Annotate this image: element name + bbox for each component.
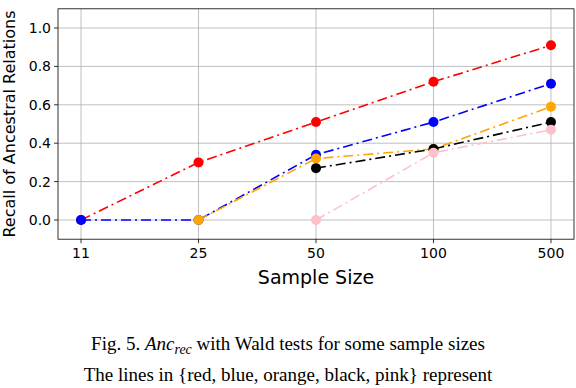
series-marker bbox=[428, 148, 438, 158]
y-tick-label: 0.0 bbox=[29, 212, 51, 228]
series-marker bbox=[194, 215, 204, 225]
series-marker bbox=[546, 102, 556, 112]
caption-text: with Wald tests for some sample sizes bbox=[192, 333, 485, 354]
series-marker bbox=[311, 163, 321, 173]
x-grid-line bbox=[198, 9, 199, 239]
y-tick bbox=[54, 28, 58, 29]
x-grid-line bbox=[81, 9, 82, 239]
series-line bbox=[199, 107, 551, 220]
x-tick bbox=[550, 239, 551, 243]
series-marker bbox=[76, 215, 86, 225]
plot-frame bbox=[58, 9, 574, 239]
y-grid-line bbox=[58, 143, 574, 144]
series-marker bbox=[76, 215, 86, 225]
y-tick bbox=[54, 220, 58, 221]
series-marker bbox=[546, 79, 556, 89]
series-marker bbox=[194, 157, 204, 167]
x-tick-label: 500 bbox=[538, 245, 565, 261]
caption-label: Fig. 5. bbox=[91, 333, 145, 354]
y-grid-line bbox=[58, 181, 574, 182]
y-tick bbox=[54, 143, 58, 144]
y-tick bbox=[54, 104, 58, 105]
series-marker bbox=[428, 77, 438, 87]
y-tick bbox=[54, 66, 58, 67]
series-marker bbox=[311, 117, 321, 127]
x-tick bbox=[198, 239, 199, 243]
x-tick-label: 50 bbox=[307, 245, 325, 261]
series-marker bbox=[428, 117, 438, 127]
x-axis-label: Sample Size bbox=[258, 266, 374, 288]
y-tick-label: 0.8 bbox=[29, 58, 51, 74]
x-tick-label: 11 bbox=[72, 245, 90, 261]
x-tick-label: 100 bbox=[420, 245, 447, 261]
series-line bbox=[81, 45, 551, 220]
caption-line2: The lines in {red, blue, orange, black, … bbox=[84, 364, 493, 385]
y-tick-label: 0.6 bbox=[29, 97, 51, 113]
y-tick-label: 0.2 bbox=[29, 174, 51, 190]
y-grid-line bbox=[58, 28, 574, 29]
series-marker bbox=[546, 125, 556, 135]
x-tick-label: 25 bbox=[190, 245, 208, 261]
x-tick bbox=[433, 239, 434, 243]
caption-math-sub: rec bbox=[174, 342, 192, 357]
y-tick-label: 1.0 bbox=[29, 20, 51, 36]
y-axis-label: Recall of Ancestral Relations bbox=[0, 10, 19, 237]
chart: 0.0 0.2 0.4 0.6 0.8 1.0 11 25 50 100 500 Sample Siz… bbox=[0, 0, 576, 388]
y-tick-label: 0.4 bbox=[29, 135, 51, 151]
series-marker bbox=[194, 215, 204, 225]
data-group bbox=[76, 40, 556, 225]
series-marker bbox=[311, 154, 321, 164]
series-marker bbox=[546, 40, 556, 50]
caption-math: Anc bbox=[143, 333, 175, 354]
series-line bbox=[316, 122, 551, 168]
caption-line: Fig. 5. Ancrec with Wald tests for some … bbox=[91, 333, 485, 357]
series-line bbox=[316, 130, 551, 220]
series-line bbox=[81, 84, 551, 220]
y-tick bbox=[54, 181, 58, 182]
x-tick bbox=[81, 239, 82, 243]
y-grid-line bbox=[58, 104, 574, 105]
x-tick bbox=[316, 239, 317, 243]
y-grid-line bbox=[58, 66, 574, 67]
series-marker bbox=[311, 215, 321, 225]
